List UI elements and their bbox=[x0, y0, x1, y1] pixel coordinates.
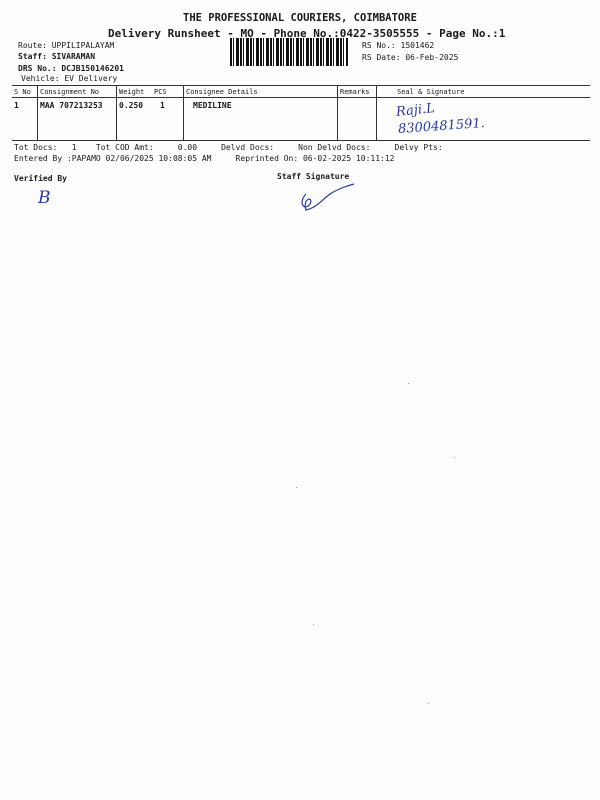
verified-signature: B bbox=[38, 188, 51, 208]
header-weight: Weight bbox=[119, 88, 145, 96]
header-consignment: Consignment No bbox=[40, 88, 100, 96]
cell-consignment: MAA 707213253 bbox=[40, 101, 103, 110]
runsheet-subtitle: Delivery Runsheet - MO - Phone No.:0422-… bbox=[108, 27, 506, 40]
totals-line: Tot Docs: 1 Tot COD Amt: 0.00 Delvd Docs… bbox=[14, 143, 443, 152]
staff-signature-scribble bbox=[301, 183, 355, 211]
cell-consignee: MEDILINE bbox=[193, 101, 232, 110]
drs-number: DRS No.: DCJB150146201 bbox=[18, 64, 124, 73]
header-consignee: Consignee Details bbox=[186, 88, 258, 96]
header-signature: Seal & Signature bbox=[397, 88, 465, 96]
barcode bbox=[230, 38, 348, 66]
cell-weight: 0.250 bbox=[119, 101, 144, 110]
rs-date: RS Date: 06-Feb-2025 bbox=[362, 53, 459, 62]
header-pcs: PCS bbox=[154, 88, 167, 96]
handwritten-phone: 8300481591. bbox=[397, 115, 486, 138]
handwritten-name: Raji.L bbox=[395, 101, 436, 120]
route: Route: UPPILIPALAYAM bbox=[18, 41, 115, 50]
company-title: THE PROFESSIONAL COURIERS, COIMBATORE bbox=[183, 12, 417, 24]
verified-by-label: Verified By bbox=[14, 174, 67, 183]
entered-by: Entered By :PAPAMO 02/06/2025 10:08:05 A… bbox=[14, 154, 395, 163]
cell-pcs: 1 bbox=[160, 101, 165, 110]
staff-signature-label: Staff Signature bbox=[277, 172, 350, 181]
cell-sno: 1 bbox=[14, 101, 19, 110]
header-remarks: Remarks bbox=[340, 88, 370, 96]
header-sno: S No bbox=[14, 88, 31, 96]
vehicle: Vehicle: EV Delivery bbox=[21, 74, 118, 83]
rs-number: RS No.: 1501462 bbox=[362, 41, 435, 50]
staff: Staff: SIVARAMAN bbox=[18, 52, 96, 61]
